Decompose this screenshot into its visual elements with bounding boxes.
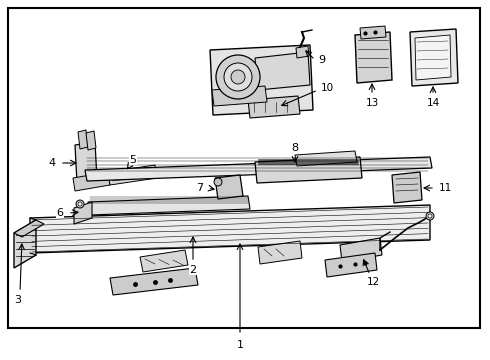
Polygon shape [296, 46, 309, 58]
Text: 7: 7 [196, 183, 203, 193]
Polygon shape [110, 268, 198, 295]
Circle shape [216, 55, 260, 99]
Circle shape [426, 212, 434, 220]
Text: 14: 14 [426, 98, 440, 108]
Text: 3: 3 [15, 295, 22, 305]
Polygon shape [75, 142, 97, 183]
Polygon shape [108, 165, 157, 185]
Polygon shape [85, 157, 432, 181]
Polygon shape [295, 151, 357, 166]
Circle shape [231, 70, 245, 84]
Polygon shape [210, 45, 313, 115]
Polygon shape [255, 52, 310, 90]
Polygon shape [248, 96, 300, 118]
Text: 1: 1 [237, 340, 244, 350]
Text: 10: 10 [320, 83, 334, 93]
Polygon shape [392, 172, 422, 203]
Polygon shape [14, 220, 44, 237]
Polygon shape [86, 131, 96, 150]
Circle shape [78, 202, 82, 206]
Polygon shape [410, 29, 458, 86]
Text: 4: 4 [49, 158, 55, 168]
Circle shape [214, 178, 222, 186]
Polygon shape [74, 202, 92, 224]
Polygon shape [255, 157, 362, 183]
Polygon shape [30, 205, 430, 253]
Polygon shape [415, 35, 451, 80]
Polygon shape [73, 172, 110, 191]
Circle shape [224, 63, 252, 91]
Text: 8: 8 [292, 143, 298, 153]
Polygon shape [340, 238, 382, 262]
Circle shape [428, 214, 432, 218]
Circle shape [76, 200, 84, 208]
Polygon shape [355, 32, 392, 83]
Polygon shape [78, 130, 88, 149]
Polygon shape [215, 175, 243, 199]
Text: 9: 9 [318, 55, 325, 65]
Polygon shape [258, 241, 302, 264]
Text: 11: 11 [439, 183, 452, 193]
Text: 2: 2 [190, 265, 196, 275]
Text: 13: 13 [366, 98, 379, 108]
Text: 5: 5 [129, 155, 137, 165]
Polygon shape [14, 220, 36, 268]
Text: 6: 6 [56, 208, 64, 218]
Polygon shape [325, 253, 377, 277]
Polygon shape [212, 86, 267, 106]
Polygon shape [360, 26, 386, 39]
Text: 12: 12 [367, 277, 380, 287]
Polygon shape [88, 196, 250, 215]
Polygon shape [112, 168, 153, 181]
Polygon shape [140, 250, 188, 272]
Bar [8, 8, 480, 328]
